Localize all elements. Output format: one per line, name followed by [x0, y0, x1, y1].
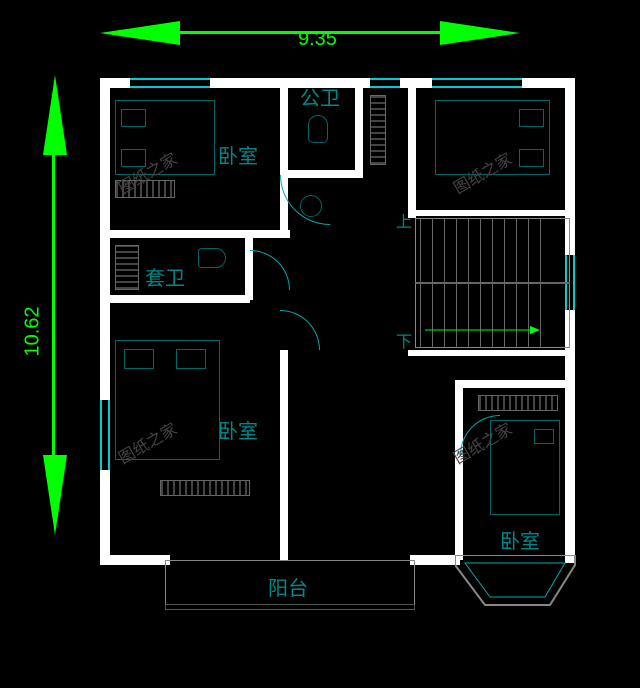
- label-bedroom-2: 卧室: [218, 415, 258, 444]
- window-top-2: [432, 78, 522, 88]
- wall-int-11: [408, 350, 573, 356]
- balcony-rail: [165, 604, 415, 610]
- label-down: 下: [396, 328, 412, 352]
- closet-2: [370, 95, 386, 165]
- floor-plan-canvas: 9.35 10.62: [0, 0, 640, 688]
- label-bedroom-1: 卧室: [218, 140, 258, 169]
- dim-arrow-left-down: [40, 455, 70, 535]
- wall-outer-left: [100, 78, 110, 563]
- window-top-3: [370, 78, 400, 88]
- door-arc-3: [280, 310, 320, 350]
- stair-mid: [415, 282, 570, 284]
- label-up: 上: [396, 208, 412, 232]
- closet-4: [478, 395, 558, 411]
- door-arc-2: [250, 250, 290, 290]
- label-balcony: 阳台: [268, 572, 308, 601]
- bay-window: [455, 555, 580, 615]
- dim-height-label: 10.62: [22, 306, 45, 356]
- sink-1: [300, 195, 322, 217]
- label-bathroom-suite: 套卫: [145, 262, 185, 291]
- label-bedroom-3: 卧室: [500, 525, 540, 554]
- bed-1: [115, 100, 215, 175]
- bed-4: [490, 420, 560, 515]
- toilet-1: [308, 115, 328, 143]
- wall-int-10: [408, 210, 573, 216]
- stair-arrow: [425, 320, 545, 340]
- wall-outer-bottom-left: [100, 555, 170, 565]
- dim-arrow-top-left: [100, 18, 180, 48]
- wall-int-12: [455, 380, 573, 388]
- wall-int-3: [100, 295, 250, 303]
- window-left-1: [100, 400, 110, 470]
- window-top-1: [130, 78, 210, 88]
- wall-int-5: [355, 78, 363, 178]
- wall-int-1: [280, 78, 288, 233]
- dim-line-left: [52, 155, 55, 455]
- toilet-2: [198, 248, 226, 268]
- label-bathroom-public: 公卫: [300, 82, 340, 111]
- closet-5: [160, 480, 250, 496]
- wall-int-2: [100, 230, 290, 238]
- bed-3: [435, 100, 550, 175]
- wall-int-8: [280, 350, 288, 560]
- dim-arrow-left-up: [40, 75, 70, 155]
- dim-arrow-top-right: [440, 18, 520, 48]
- wall-int-7: [408, 78, 416, 218]
- wall-outer-bottom-right: [410, 555, 460, 565]
- closet-1: [115, 180, 175, 198]
- wall-int-9: [455, 380, 463, 560]
- bed-2: [115, 340, 220, 460]
- dim-width-label: 9.35: [298, 28, 337, 51]
- closet-3: [115, 245, 139, 290]
